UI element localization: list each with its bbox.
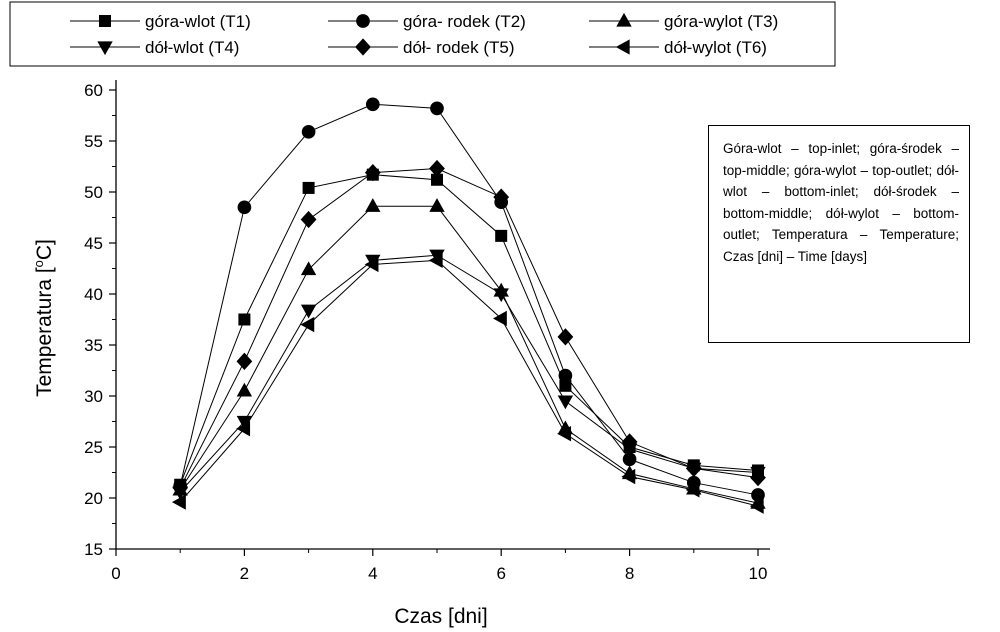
data-point [172,494,186,510]
data-point [558,368,573,383]
data-point [365,97,380,112]
y-tick-label: 20 [84,489,103,508]
y-tick-label: 35 [84,336,103,355]
legend-marker-circle [356,14,370,28]
series-line [179,168,759,489]
x-tick-label: 0 [111,564,120,583]
y-axis-label-superscript: o [31,260,46,267]
y-axis-label-part: Temperatura [ [33,267,56,397]
data-point [750,468,766,487]
series-diamond [172,159,766,497]
y-tick-label: 40 [84,285,103,304]
data-point [172,479,189,497]
x-tick-label: 10 [749,564,768,583]
y-tick-label: 60 [84,81,103,100]
series-square [174,168,765,491]
data-point [557,426,572,442]
x-axis-label: Czas [dni] [394,605,487,628]
y-axis-label-part: C] [33,239,56,260]
data-point [430,101,444,116]
data-point [428,252,443,269]
legend-marker-diamond [355,38,371,56]
x-tick-label: 2 [240,564,249,583]
y-axis-label: Temperatura [oC] [31,239,56,397]
x-tick-label: 4 [368,564,377,583]
data-point [493,310,507,327]
data-point [364,256,379,273]
data-point [237,200,252,215]
y-tick-label: 30 [84,387,103,406]
y-tick-label: 25 [84,438,103,457]
data-point [364,163,381,182]
series-triangle-down [172,249,766,501]
legend-marker-triangle-up [616,12,632,27]
data-point [621,468,636,485]
data-point [429,198,445,212]
y-tick-label: 50 [84,183,103,202]
series-layer [172,97,766,514]
series-circle [173,97,765,502]
data-point [493,188,510,206]
data-point [236,352,253,370]
y-tick-label: 45 [84,234,103,253]
data-point [236,382,253,397]
legend-marker-triangle-left [615,39,630,55]
data-point [236,420,251,437]
data-point [685,459,702,478]
data-point [301,124,316,139]
legend-marker-square [99,14,112,27]
data-point [557,395,574,410]
data-point [685,482,700,498]
legend: góra-wlot (T1) góra- rodek (T2) góra-wylot… [70,12,778,57]
legend-label: dół-wylot (T6) [664,38,767,57]
series-triangle-up [172,198,766,509]
series-line [179,174,759,485]
legend-label: góra-wlot (T1) [145,12,251,31]
y-tick-label: 55 [84,132,103,151]
plot-axes: 0 2 4 6 8 10 15 20 25 30 35 40 45 50 55 60 [84,80,770,583]
legend-label: góra- rodek (T2) [403,12,526,31]
x-tick-label: 6 [496,564,505,583]
series-line [179,259,759,507]
series-line [179,254,759,493]
data-point [495,229,508,242]
data-point [621,433,638,451]
legend-box [9,1,836,67]
data-point [493,288,509,303]
series-triangle-left [172,252,764,514]
data-point [302,181,315,194]
legend-label: dół- rodek (T5) [403,38,514,57]
series-line [179,205,759,504]
legend-marker-triangle-down [97,41,113,56]
data-point [300,210,317,229]
data-point [365,198,381,212]
legend-label: dół-wlot (T4) [145,38,239,57]
data-point [300,304,317,319]
series-line [179,103,759,496]
data-point [429,159,445,178]
data-point [300,261,317,276]
y-tick-label: 15 [84,540,103,559]
legend-label: góra-wylot (T3) [664,12,778,31]
x-tick-label: 8 [625,564,634,583]
data-point [300,316,315,333]
translation-note: Góra-wlot – top-inlet; góra-środek – top… [708,125,970,343]
data-point [557,328,574,346]
data-point [749,498,764,514]
data-point [238,313,251,326]
